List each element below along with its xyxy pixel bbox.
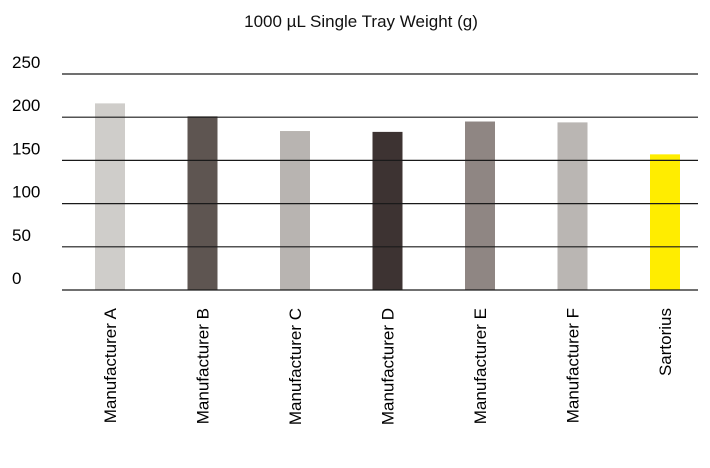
chart-title: 1000 µL Single Tray Weight (g): [244, 12, 478, 31]
x-tick-label: Manufacturer A: [101, 307, 120, 423]
x-tick-label: Manufacturer F: [564, 308, 583, 423]
bars: [95, 103, 680, 291]
y-tick-label: 150: [12, 139, 40, 158]
bar: [372, 131, 403, 290]
y-axis-tick-labels: 0 50 100 150 200 250: [12, 53, 40, 288]
y-tick-label: 200: [12, 96, 40, 115]
bar: [650, 154, 680, 290]
x-tick-label: Manufacturer C: [286, 308, 305, 425]
y-tick-label: 50: [12, 226, 31, 245]
x-tick-label: Manufacturer D: [379, 308, 398, 425]
x-tick-label: Sartorius: [656, 308, 675, 376]
x-axis-tick-labels: Manufacturer A Manufacturer B Manufacturer…: [101, 307, 675, 425]
y-tick-label: 250: [12, 53, 40, 72]
bar: [95, 103, 125, 290]
y-tick-label: 100: [12, 183, 40, 202]
x-tick-label: Manufacturer B: [194, 308, 213, 424]
bar: [465, 121, 495, 291]
bar: [557, 122, 588, 290]
gridlines: [62, 73, 698, 291]
bar: [280, 131, 310, 290]
x-tick-label: Manufacturer E: [471, 308, 490, 424]
y-tick-label: 0: [12, 269, 21, 288]
